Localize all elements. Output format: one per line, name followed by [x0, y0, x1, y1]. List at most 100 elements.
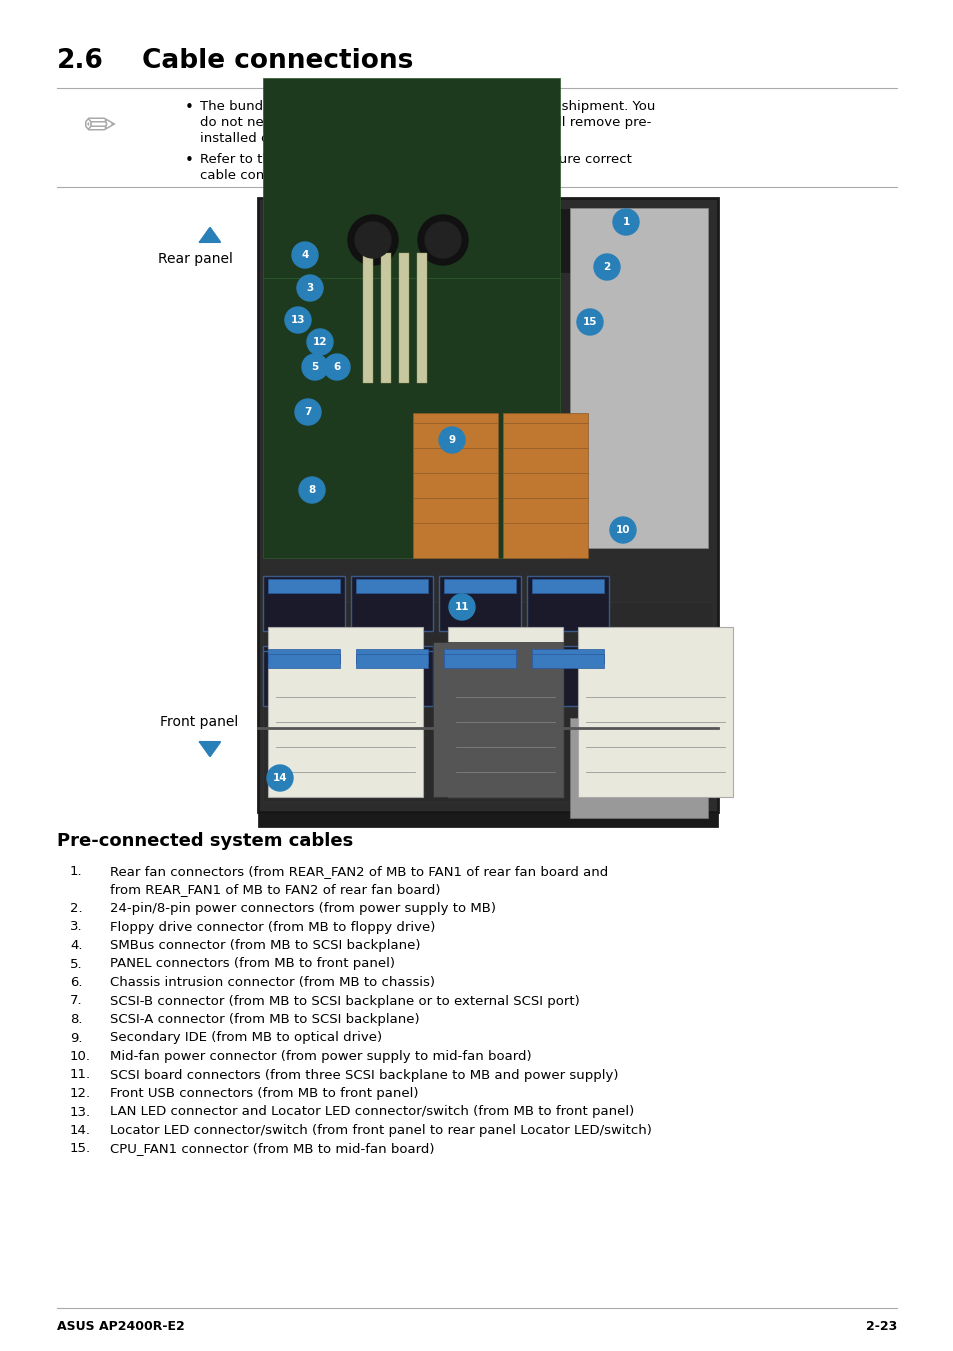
Text: 11: 11	[455, 603, 469, 612]
Circle shape	[285, 307, 311, 332]
Text: Floppy drive connector (from MB to floppy drive): Floppy drive connector (from MB to flopp…	[110, 920, 435, 934]
Text: CPU_FAN1 connector (from MB to mid-fan board): CPU_FAN1 connector (from MB to mid-fan b…	[110, 1143, 434, 1155]
Text: 3.: 3.	[70, 920, 83, 934]
Text: SMBus connector (from MB to SCSI backplane): SMBus connector (from MB to SCSI backpla…	[110, 939, 420, 952]
Text: •: •	[185, 153, 193, 168]
Text: 4.: 4.	[70, 939, 82, 952]
Circle shape	[438, 427, 464, 453]
Text: 13.: 13.	[70, 1105, 91, 1119]
Bar	[398, 253, 409, 382]
Text: 5: 5	[311, 362, 318, 372]
Text: 7: 7	[304, 407, 312, 417]
Bar	[263, 78, 559, 278]
Text: 2.6: 2.6	[57, 49, 104, 74]
Bar	[355, 654, 428, 667]
Text: 6: 6	[333, 362, 340, 372]
Text: 3: 3	[306, 282, 314, 293]
Circle shape	[296, 276, 323, 301]
Polygon shape	[200, 742, 220, 757]
Circle shape	[294, 399, 320, 426]
Text: ASUS AP2400R-E2: ASUS AP2400R-E2	[57, 1320, 185, 1333]
Bar	[268, 654, 339, 667]
Circle shape	[307, 330, 333, 355]
Bar	[257, 812, 718, 827]
Bar	[351, 651, 433, 707]
Circle shape	[292, 242, 317, 267]
Polygon shape	[200, 228, 220, 242]
Circle shape	[609, 517, 636, 543]
Text: Locator LED connector/switch (from front panel to rear panel Locator LED/switch): Locator LED connector/switch (from front…	[110, 1124, 651, 1138]
Text: 9: 9	[448, 435, 456, 444]
Bar	[502, 413, 587, 558]
Circle shape	[355, 222, 391, 258]
Bar	[317, 208, 607, 273]
Text: do not need to disconnect these cables unless you will remove pre-: do not need to disconnect these cables u…	[200, 116, 651, 128]
Circle shape	[298, 477, 325, 503]
Bar	[263, 603, 712, 802]
Bar	[263, 576, 345, 631]
Text: Front panel: Front panel	[160, 715, 238, 730]
Text: 12.: 12.	[70, 1088, 91, 1100]
Bar	[351, 576, 433, 631]
Text: 14.: 14.	[70, 1124, 91, 1138]
Bar	[355, 648, 428, 663]
Text: 15: 15	[582, 317, 597, 327]
Bar	[532, 654, 603, 667]
Text: 1: 1	[621, 218, 629, 227]
Bar	[351, 646, 433, 701]
Text: Rear fan connectors (from REAR_FAN2 of MB to FAN1 of rear fan board and: Rear fan connectors (from REAR_FAN2 of M…	[110, 865, 608, 878]
Text: 2-23: 2-23	[864, 1320, 896, 1333]
Bar	[443, 580, 516, 593]
Text: The bundled system cables are pre-connected before shipment. You: The bundled system cables are pre-connec…	[200, 100, 655, 113]
Bar	[263, 651, 345, 707]
Bar	[433, 642, 562, 797]
Text: 7.: 7.	[70, 994, 83, 1008]
Text: Secondary IDE (from MB to optical drive): Secondary IDE (from MB to optical drive)	[110, 1032, 382, 1044]
Circle shape	[348, 215, 397, 265]
Text: •: •	[185, 100, 193, 115]
Bar	[438, 646, 520, 701]
Bar	[263, 278, 559, 558]
Circle shape	[449, 594, 475, 620]
Bar	[257, 199, 718, 812]
Bar	[268, 648, 339, 663]
Text: Cable connections: Cable connections	[142, 49, 413, 74]
Text: cable connections.: cable connections.	[200, 169, 325, 182]
Text: 13: 13	[291, 315, 305, 326]
Bar	[268, 627, 422, 797]
Bar	[355, 580, 428, 593]
Bar	[526, 651, 608, 707]
Bar	[569, 717, 707, 817]
Circle shape	[424, 222, 460, 258]
Text: 14: 14	[273, 773, 287, 784]
Bar	[443, 654, 516, 667]
Circle shape	[417, 215, 468, 265]
Text: Mid-fan power connector (from power supply to mid-fan board): Mid-fan power connector (from power supp…	[110, 1050, 531, 1063]
Text: from REAR_FAN1 of MB to FAN2 of rear fan board): from REAR_FAN1 of MB to FAN2 of rear fan…	[110, 884, 440, 897]
Text: SCSI-B connector (from MB to SCSI backplane or to external SCSI port): SCSI-B connector (from MB to SCSI backpl…	[110, 994, 579, 1008]
Bar	[443, 648, 516, 663]
Bar	[438, 651, 520, 707]
Text: 2: 2	[602, 262, 610, 272]
Bar	[380, 253, 391, 382]
Text: 4: 4	[301, 250, 309, 259]
Bar	[438, 576, 520, 631]
Text: 10: 10	[615, 526, 630, 535]
Bar	[363, 253, 373, 382]
Circle shape	[267, 765, 293, 790]
Text: 8.: 8.	[70, 1013, 82, 1025]
Bar	[448, 627, 562, 797]
Circle shape	[594, 254, 619, 280]
Text: 5.: 5.	[70, 958, 83, 970]
Text: 10.: 10.	[70, 1050, 91, 1063]
Text: Chassis intrusion connector (from MB to chassis): Chassis intrusion connector (from MB to …	[110, 975, 435, 989]
Bar	[578, 627, 732, 797]
Circle shape	[577, 309, 602, 335]
Text: 2.: 2.	[70, 902, 83, 915]
Bar	[532, 580, 603, 593]
Bar	[532, 648, 603, 663]
Text: Rear panel: Rear panel	[158, 253, 233, 266]
Circle shape	[324, 354, 350, 380]
Text: 8: 8	[308, 485, 315, 494]
Text: Pre-connected system cables: Pre-connected system cables	[57, 832, 353, 850]
